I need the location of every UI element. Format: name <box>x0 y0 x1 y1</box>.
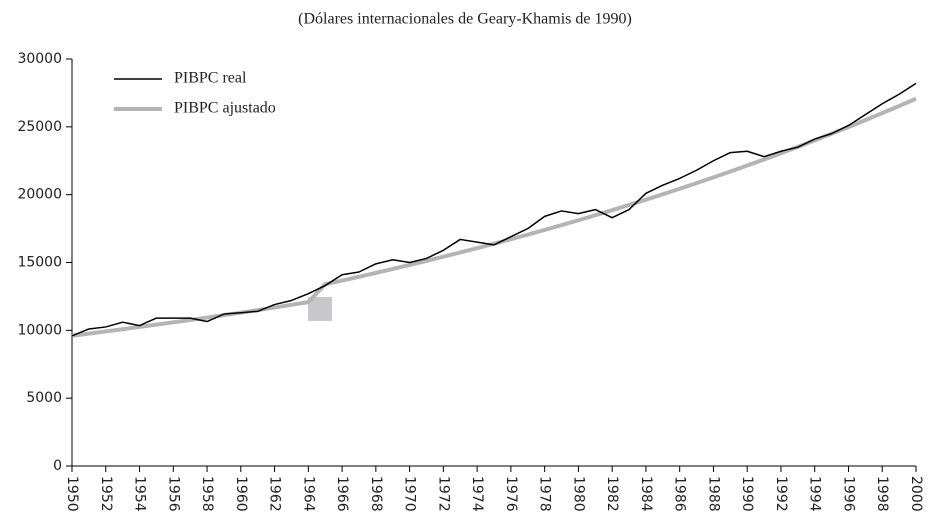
x-tick-label: 1984 <box>638 476 654 512</box>
x-tick-label: 1978 <box>537 476 553 512</box>
chart-title: (Dólares internacionales de Geary-Khamis… <box>298 11 632 28</box>
y-tick-label: 25000 <box>17 119 62 135</box>
x-tick-label: 1960 <box>233 476 249 512</box>
x-tick-label: 1956 <box>165 476 181 512</box>
x-tick-label: 1990 <box>739 476 755 512</box>
x-tick-label: 1952 <box>98 476 114 512</box>
x-tick-label: 1964 <box>300 476 316 512</box>
x-tick-label: 1974 <box>469 476 485 512</box>
x-tick-label: 1982 <box>604 476 620 512</box>
x-tick-label: 1998 <box>874 476 890 512</box>
x-tick-label: 1980 <box>570 476 586 512</box>
x-tick-label: 1988 <box>705 476 721 512</box>
x-tick-label: 1966 <box>334 476 350 512</box>
x-tick-label: 1996 <box>840 476 856 512</box>
x-tick-label: 1994 <box>807 476 823 512</box>
legend-label: PIBPC ajustado <box>174 100 276 117</box>
x-tick-label: 1954 <box>132 476 148 512</box>
x-tick-label: 2000 <box>908 476 924 512</box>
series-line <box>71 82 917 337</box>
x-tick-label: 1970 <box>402 476 418 512</box>
legend-label: PIBPC real <box>174 70 247 87</box>
y-tick-label: 30000 <box>17 51 62 67</box>
y-tick-label: 5000 <box>26 390 62 406</box>
x-tick-label: 1958 <box>199 476 215 512</box>
x-tick-label: 1962 <box>267 476 283 512</box>
x-tick-label: 1972 <box>435 476 451 512</box>
x-tick-label: 1968 <box>368 476 384 512</box>
x-tick-label: 1976 <box>503 476 519 512</box>
x-tick-label: 1992 <box>773 476 789 512</box>
x-tick-label: 1950 <box>64 476 80 512</box>
y-tick-label: 10000 <box>17 322 62 338</box>
y-tick-label: 15000 <box>17 255 62 271</box>
y-tick-label: 20000 <box>17 187 62 203</box>
y-tick-label: 0 <box>53 458 62 474</box>
series-line <box>71 96 917 338</box>
x-tick-label: 1986 <box>672 476 688 512</box>
